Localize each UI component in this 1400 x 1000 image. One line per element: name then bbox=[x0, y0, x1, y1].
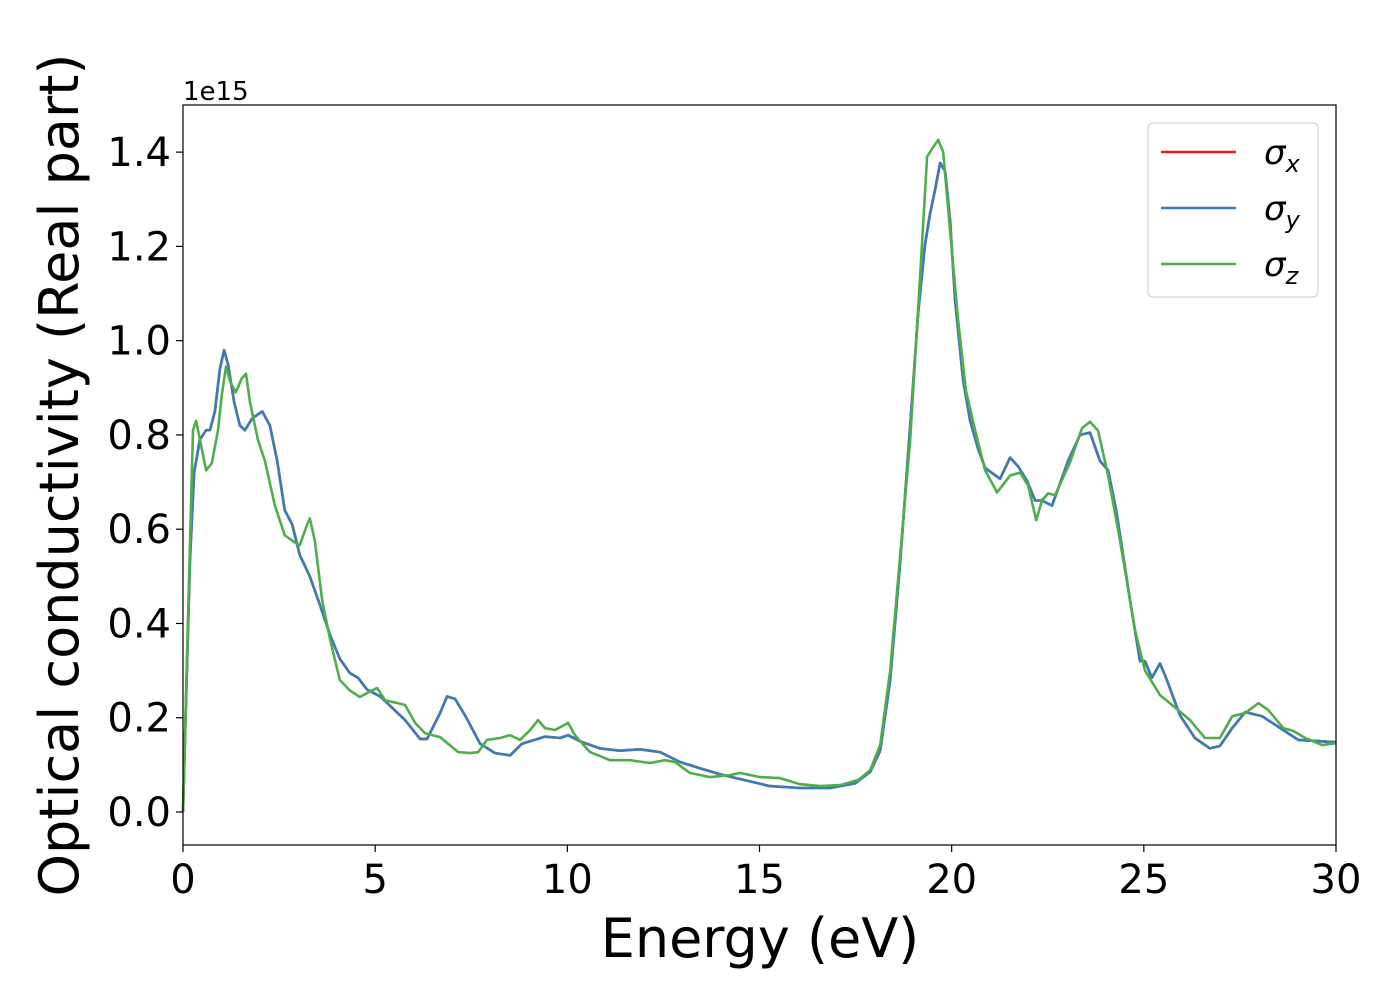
series-layer bbox=[181, 138, 1337, 813]
legend-label-subscript: x bbox=[1285, 150, 1301, 178]
x-tick-label: 30 bbox=[1311, 857, 1362, 903]
legend-label-base: σ bbox=[1264, 189, 1287, 229]
legend-label-base: σ bbox=[1264, 245, 1287, 285]
legend-label-base: σ bbox=[1264, 133, 1287, 173]
x-tick-label: 25 bbox=[1118, 857, 1169, 903]
y-offset-label: 1e15 bbox=[183, 77, 249, 107]
y-tick-label: 0.8 bbox=[107, 413, 171, 459]
legend-label-z: σz bbox=[1264, 245, 1300, 290]
legend-label-subscript: z bbox=[1285, 262, 1300, 290]
legend-label-y: σy bbox=[1264, 189, 1301, 234]
y-tick-label: 1.4 bbox=[107, 130, 171, 176]
x-axis: 0 5 10 15 20 25 30 bbox=[170, 845, 1361, 903]
legend-label-subscript: y bbox=[1285, 206, 1301, 234]
legend-label-x: σx bbox=[1264, 133, 1301, 178]
legend-box bbox=[1147, 122, 1319, 298]
x-tick-label: 0 bbox=[170, 857, 195, 903]
series-line-z bbox=[181, 138, 1337, 813]
y-tick-label: 0.2 bbox=[107, 696, 171, 742]
y-tick-label: 1.0 bbox=[107, 319, 171, 365]
x-axis-label: Energy (eV) bbox=[601, 907, 920, 970]
x-tick-label: 10 bbox=[542, 857, 593, 903]
y-tick-label: 0.0 bbox=[107, 790, 171, 836]
y-axis-label: Optical conductivity (Real part) bbox=[28, 54, 91, 897]
y-tick-label: 0.4 bbox=[107, 601, 171, 647]
y-axis: 0.0 0.2 0.4 0.6 0.8 1.0 1.2 1.4 bbox=[107, 130, 183, 836]
x-tick-label: 15 bbox=[734, 857, 785, 903]
x-tick-label: 20 bbox=[926, 857, 977, 903]
y-tick-label: 0.6 bbox=[107, 507, 171, 553]
y-tick-label: 1.2 bbox=[107, 224, 171, 270]
x-tick-label: 5 bbox=[362, 857, 387, 903]
